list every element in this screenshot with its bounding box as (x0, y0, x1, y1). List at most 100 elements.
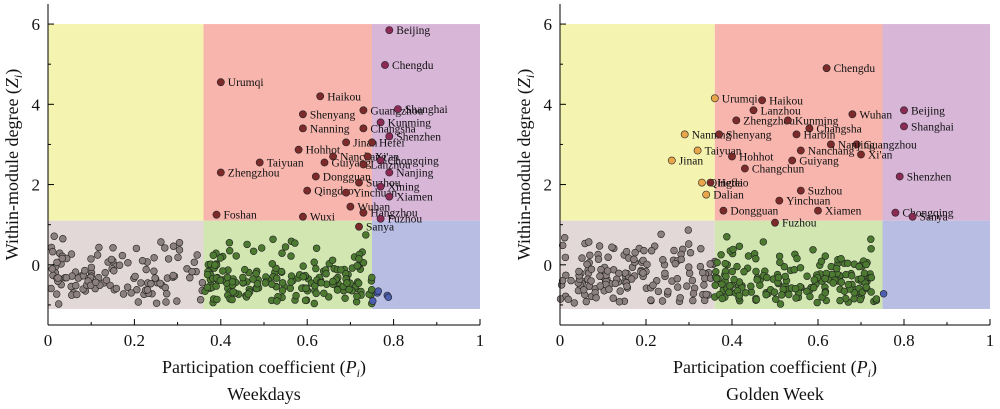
city-label: Nanjing (838, 139, 875, 151)
city-label: Sanya (920, 212, 948, 224)
city-label: Urumqi (722, 93, 758, 105)
x-axis-label: Participation coefficient (Pi) (673, 357, 877, 380)
y-axis-label: Within-module degree (Zi) (514, 69, 537, 261)
city-label: Zhengzhou (228, 168, 280, 180)
data-point (810, 276, 818, 284)
axis-label-text: Within-module degree ( (514, 88, 535, 260)
city-point (667, 156, 676, 165)
city-point (900, 122, 908, 131)
city-point (719, 206, 728, 215)
data-point (150, 267, 158, 275)
data-point (683, 282, 691, 290)
data-point (353, 262, 361, 270)
data-point (325, 293, 333, 301)
data-point (596, 272, 604, 280)
data-point (654, 287, 663, 296)
data-point (115, 261, 124, 269)
data-point (558, 276, 567, 285)
x-tick-label: 0.2 (124, 331, 145, 350)
city-label: Guiyang (799, 156, 839, 168)
city-point (368, 138, 376, 147)
city-point (363, 152, 372, 161)
city-label: Changchun (752, 164, 805, 176)
data-point (684, 240, 693, 248)
data-point (730, 275, 738, 284)
city-label: Lanzhou (761, 105, 801, 117)
city-label: Hohhot (739, 152, 774, 164)
city-point (311, 172, 320, 181)
data-point (278, 279, 287, 287)
city-point (255, 158, 264, 167)
data-point (585, 238, 593, 246)
data-point (596, 282, 604, 290)
city-label: Wuxi (310, 212, 335, 224)
data-point (567, 276, 575, 285)
data-point (362, 231, 370, 239)
data-point (813, 298, 821, 307)
data-point (112, 284, 121, 293)
data-point (142, 265, 150, 274)
city-label: Xining (388, 182, 420, 194)
axis-label-variable: Z (514, 77, 534, 88)
city-label: Shenyang (310, 109, 356, 121)
panel-subtitle: Golden Week (726, 384, 824, 404)
data-point (840, 287, 849, 295)
data-point (196, 296, 205, 304)
city-label: Xiamen (396, 192, 433, 204)
data-point (723, 233, 731, 241)
city-label: Xi'an (868, 150, 893, 162)
data-point (689, 296, 697, 305)
data-point (867, 245, 875, 253)
data-point (353, 292, 361, 300)
x-tick-label: 0.6 (807, 331, 828, 350)
city-point (376, 156, 385, 165)
data-point (844, 280, 853, 289)
data-point (162, 298, 170, 306)
data-point (292, 291, 300, 300)
data-point (771, 295, 780, 303)
data-point (776, 300, 785, 308)
city-point (342, 188, 350, 197)
data-point (643, 260, 651, 269)
city-point (376, 182, 385, 191)
x-tick-label: 0.8 (383, 331, 404, 350)
city-point (298, 110, 307, 119)
data-point (244, 290, 253, 298)
data-point (193, 251, 201, 259)
data-point (677, 255, 685, 264)
data-point (582, 297, 590, 306)
city-label: Nanning (310, 123, 350, 135)
axis-label-text: ) (871, 357, 877, 378)
city-point (346, 202, 355, 211)
data-point (622, 247, 631, 256)
data-point (609, 294, 617, 302)
data-point (341, 294, 349, 302)
data-point (580, 286, 588, 294)
city-point (788, 156, 797, 165)
data-point (80, 266, 89, 275)
data-point (374, 287, 382, 295)
data-point (241, 265, 249, 274)
data-point (54, 300, 63, 308)
data-point (229, 288, 237, 296)
data-point (355, 255, 363, 263)
data-point (268, 260, 276, 268)
city-label: Harbin (804, 129, 836, 141)
data-point (219, 267, 227, 275)
data-point (735, 242, 744, 251)
data-point (639, 269, 647, 277)
data-point (562, 271, 570, 279)
data-point (87, 263, 96, 272)
data-point (586, 251, 594, 260)
data-point (759, 238, 767, 246)
data-point (95, 243, 103, 252)
data-point (134, 298, 143, 306)
region-background (372, 24, 480, 221)
city-label: Shenzhen (396, 131, 441, 143)
data-point (58, 254, 66, 263)
data-point (718, 280, 726, 288)
city-point (385, 168, 394, 177)
data-point (310, 299, 318, 308)
data-point (836, 296, 844, 305)
data-point (785, 290, 793, 299)
